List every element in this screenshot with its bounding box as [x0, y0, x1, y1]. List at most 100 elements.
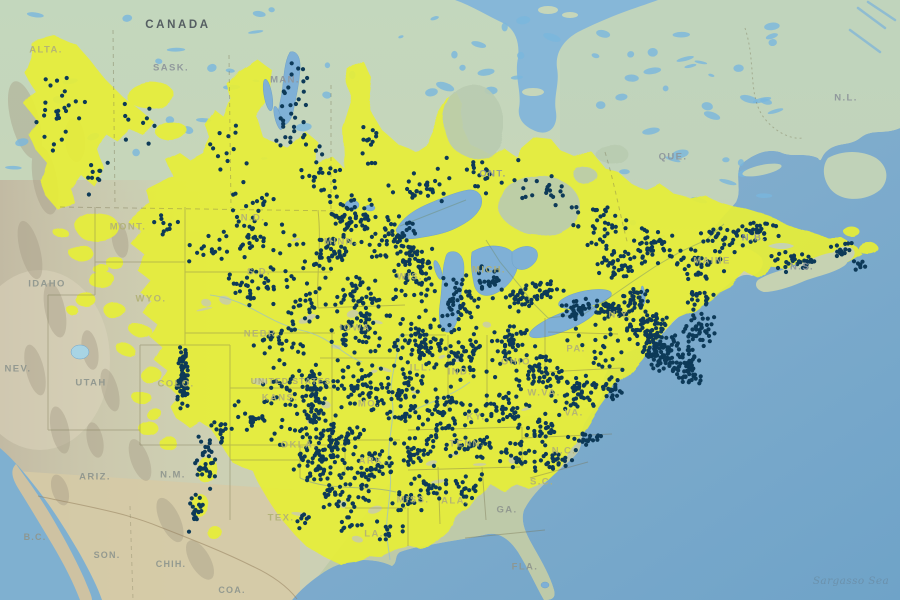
- observation-dot[interactable]: [601, 212, 606, 218]
- observation-dot[interactable]: [365, 161, 371, 166]
- observation-dot[interactable]: [404, 251, 409, 256]
- observation-dot[interactable]: [187, 243, 192, 248]
- observation-dot[interactable]: [491, 275, 496, 280]
- observation-dot[interactable]: [316, 411, 321, 416]
- observation-dot[interactable]: [224, 249, 230, 254]
- observation-dot[interactable]: [323, 418, 328, 423]
- observation-dot[interactable]: [597, 270, 602, 276]
- observation-dot[interactable]: [674, 360, 679, 365]
- observation-dot[interactable]: [839, 252, 845, 257]
- observation-dot[interactable]: [390, 501, 395, 506]
- observation-dot[interactable]: [280, 417, 285, 423]
- observation-dot[interactable]: [725, 227, 730, 233]
- observation-dot[interactable]: [333, 302, 338, 307]
- observation-dot[interactable]: [543, 451, 549, 457]
- observation-dot[interactable]: [367, 312, 372, 317]
- observation-dot[interactable]: [310, 403, 316, 408]
- observation-dot[interactable]: [480, 439, 485, 444]
- observation-dot[interactable]: [217, 246, 222, 251]
- observation-dot[interactable]: [460, 304, 465, 309]
- observation-dot[interactable]: [385, 375, 391, 381]
- observation-dot[interactable]: [185, 368, 190, 373]
- observation-dot[interactable]: [292, 129, 297, 134]
- observation-dot[interactable]: [602, 309, 607, 314]
- observation-dot[interactable]: [615, 378, 620, 383]
- observation-dot[interactable]: [532, 294, 537, 299]
- observation-dot[interactable]: [341, 471, 346, 476]
- observation-dot[interactable]: [400, 235, 405, 240]
- observation-dot[interactable]: [542, 375, 547, 380]
- observation-dot[interactable]: [363, 305, 368, 311]
- observation-dot[interactable]: [471, 348, 476, 353]
- observation-dot[interactable]: [595, 262, 600, 267]
- observation-dot[interactable]: [316, 448, 322, 453]
- observation-dot[interactable]: [413, 256, 418, 261]
- observation-dot[interactable]: [300, 435, 305, 440]
- observation-dot[interactable]: [469, 420, 474, 425]
- observation-dot[interactable]: [594, 242, 599, 247]
- observation-dot[interactable]: [279, 384, 284, 389]
- observation-dot[interactable]: [499, 287, 504, 292]
- observation-dot[interactable]: [341, 297, 346, 302]
- observation-dot[interactable]: [370, 139, 375, 144]
- observation-dot[interactable]: [575, 380, 580, 386]
- observation-dot[interactable]: [656, 362, 661, 367]
- observation-dot[interactable]: [355, 470, 360, 475]
- observation-dot[interactable]: [400, 389, 405, 394]
- observation-dot[interactable]: [362, 206, 367, 211]
- observation-dot[interactable]: [503, 342, 508, 348]
- observation-dot[interactable]: [513, 415, 518, 420]
- observation-dot[interactable]: [389, 222, 394, 227]
- observation-dot[interactable]: [272, 431, 277, 436]
- observation-dot[interactable]: [403, 375, 408, 380]
- observation-dot[interactable]: [479, 472, 484, 477]
- observation-dot[interactable]: [631, 297, 636, 302]
- observation-dot[interactable]: [678, 248, 683, 253]
- observation-dot[interactable]: [560, 313, 565, 318]
- observation-dot[interactable]: [260, 338, 265, 343]
- observation-dot[interactable]: [600, 239, 605, 244]
- observation-dot[interactable]: [545, 289, 550, 294]
- observation-dot[interactable]: [264, 285, 269, 290]
- observation-dot[interactable]: [249, 268, 254, 273]
- observation-dot[interactable]: [448, 344, 453, 349]
- observation-dot[interactable]: [372, 451, 378, 456]
- observation-dot[interactable]: [335, 358, 340, 363]
- observation-dot[interactable]: [314, 427, 319, 432]
- observation-dot[interactable]: [576, 307, 581, 312]
- observation-dot[interactable]: [292, 392, 297, 397]
- observation-dot[interactable]: [352, 289, 357, 294]
- observation-dot[interactable]: [310, 460, 315, 465]
- observation-dot[interactable]: [669, 342, 675, 347]
- observation-dot[interactable]: [403, 415, 408, 420]
- observation-dot[interactable]: [408, 457, 413, 462]
- observation-dot[interactable]: [563, 406, 568, 411]
- observation-dot[interactable]: [704, 298, 709, 303]
- observation-dot[interactable]: [406, 179, 411, 184]
- observation-dot[interactable]: [451, 299, 456, 304]
- observation-dot[interactable]: [565, 392, 570, 397]
- observation-dot[interactable]: [335, 309, 340, 314]
- observation-dot[interactable]: [518, 358, 523, 363]
- observation-dot[interactable]: [467, 441, 472, 446]
- observation-dot[interactable]: [289, 61, 294, 66]
- observation-dot[interactable]: [645, 288, 650, 293]
- observation-dot[interactable]: [580, 306, 585, 312]
- observation-dot[interactable]: [342, 447, 347, 453]
- observation-dot[interactable]: [600, 260, 605, 265]
- observation-dot[interactable]: [177, 358, 182, 363]
- observation-dot[interactable]: [407, 370, 413, 375]
- observation-dot[interactable]: [483, 191, 489, 196]
- observation-dot[interactable]: [370, 300, 375, 305]
- observation-dot[interactable]: [444, 442, 449, 447]
- observation-dot[interactable]: [323, 275, 328, 280]
- observation-dot[interactable]: [43, 77, 48, 82]
- observation-dot[interactable]: [777, 251, 782, 256]
- observation-dot[interactable]: [420, 374, 425, 379]
- observation-dot[interactable]: [444, 155, 449, 160]
- observation-dot[interactable]: [705, 316, 710, 321]
- observation-dot[interactable]: [448, 453, 453, 459]
- observation-dot[interactable]: [42, 113, 47, 118]
- observation-dot[interactable]: [207, 470, 212, 475]
- observation-dot[interactable]: [647, 317, 652, 322]
